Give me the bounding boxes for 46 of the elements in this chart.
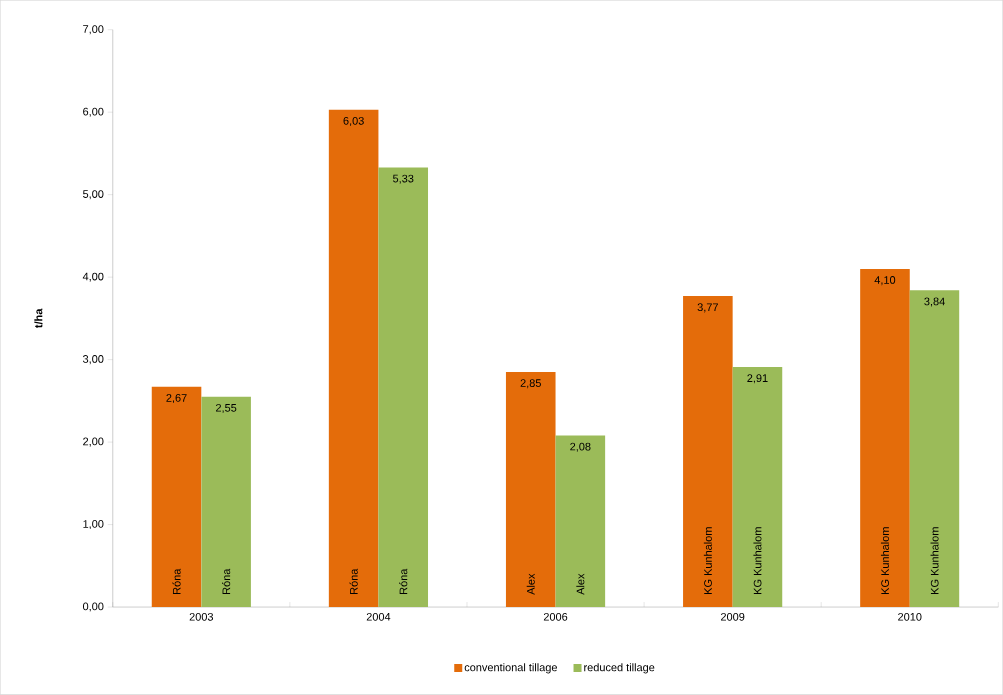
annotation: KG Kunhalom bbox=[703, 527, 712, 595]
annotation: Alex bbox=[526, 573, 535, 595]
bar bbox=[732, 367, 783, 608]
annotation: Róna bbox=[399, 568, 408, 595]
x-tick-label: 2009 bbox=[721, 613, 745, 621]
bar bbox=[378, 167, 429, 608]
data-label: 2,67 bbox=[166, 394, 187, 404]
x-tick-label: 2010 bbox=[898, 613, 922, 621]
annotation: KG Kunhalom bbox=[753, 527, 762, 595]
data-label: 6,03 bbox=[343, 117, 364, 127]
data-label: 2,91 bbox=[747, 374, 768, 384]
bar bbox=[555, 435, 606, 608]
data-label: 3,84 bbox=[924, 297, 945, 307]
annotation: KG Kunhalom bbox=[930, 527, 939, 595]
bar bbox=[909, 290, 960, 608]
y-tick-label: 0,00 bbox=[82, 602, 104, 612]
data-label: 2,08 bbox=[570, 442, 591, 452]
data-label: 5,33 bbox=[392, 174, 414, 184]
y-tick-label: 4,00 bbox=[82, 272, 104, 282]
bar bbox=[683, 296, 733, 608]
y-axis-title: t/ha bbox=[34, 308, 43, 329]
data-label: 4,10 bbox=[874, 276, 896, 286]
data-label: 3,77 bbox=[697, 303, 718, 313]
annotation: Róna bbox=[222, 568, 231, 595]
y-tick-label: 7,00 bbox=[83, 25, 104, 35]
x-tick-label: 2006 bbox=[543, 613, 568, 621]
annotation: Róna bbox=[349, 568, 358, 595]
y-tick-label: 6,00 bbox=[83, 107, 104, 117]
bar bbox=[860, 268, 910, 608]
bar bbox=[505, 372, 556, 608]
data-label: 2,85 bbox=[520, 379, 541, 389]
bar bbox=[201, 396, 251, 608]
y-tick-label: 3,00 bbox=[82, 355, 104, 365]
bar bbox=[151, 386, 202, 608]
bar bbox=[328, 109, 379, 608]
y-tick-label: 2,00 bbox=[83, 437, 104, 447]
x-tick-label: 2004 bbox=[366, 613, 391, 621]
y-tick-label: 1,00 bbox=[83, 520, 104, 530]
legend-label: reduced tillage bbox=[584, 663, 655, 674]
annotation: Róna bbox=[172, 568, 181, 595]
y-tick-label: 5,00 bbox=[83, 190, 104, 200]
data-label: 2,55 bbox=[215, 404, 237, 414]
legend-label: conventional tillage bbox=[464, 663, 557, 674]
x-tick-label: 2003 bbox=[189, 613, 214, 621]
annotation: Alex bbox=[576, 573, 585, 595]
annotation: KG Kunhalom bbox=[880, 527, 889, 595]
